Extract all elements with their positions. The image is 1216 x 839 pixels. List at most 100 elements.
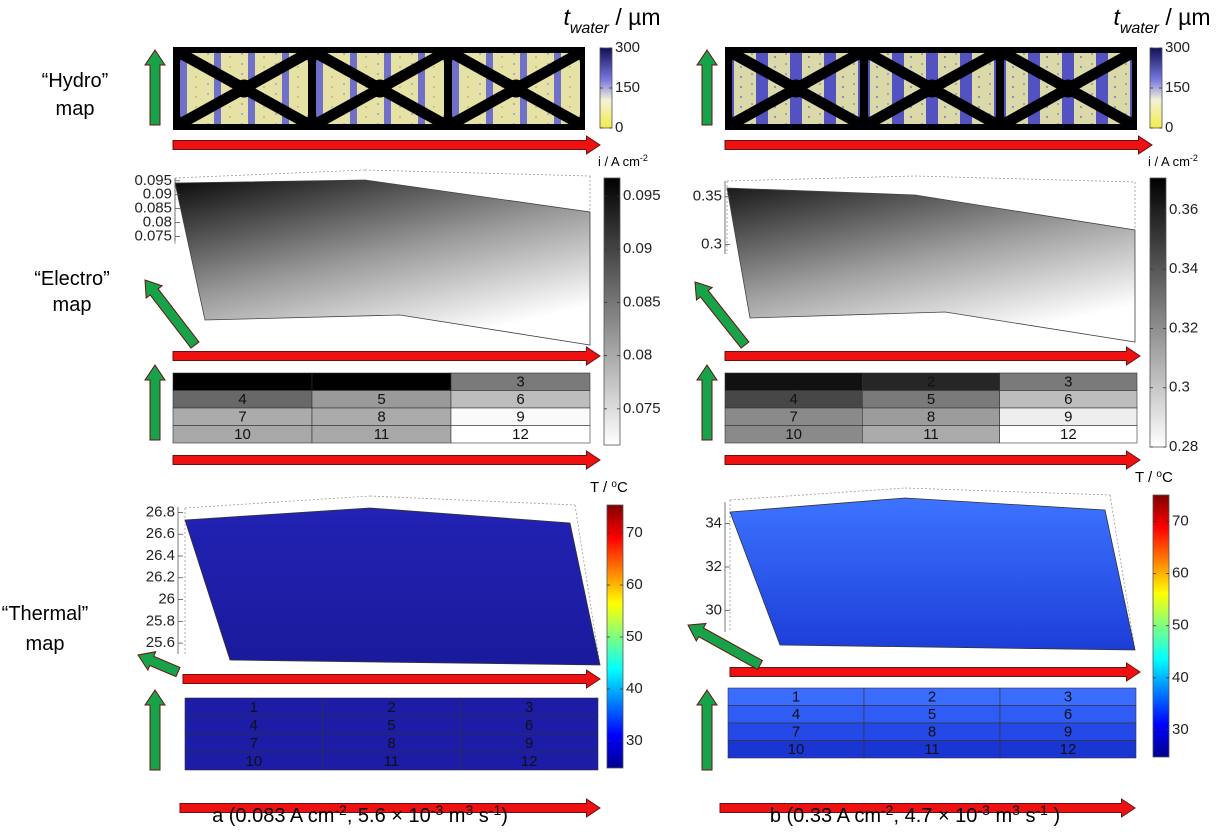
box-line	[185, 496, 370, 508]
thermal-grid-label: 3	[525, 699, 533, 716]
thermal-colorbar	[607, 505, 623, 768]
panel-caption-part: m	[443, 805, 465, 827]
box-line	[905, 488, 1110, 495]
thermal-colorbar-title-part: T /	[590, 479, 611, 496]
electro-grid-label: 7	[238, 409, 246, 426]
thermal-grid-label: 1	[250, 699, 258, 716]
electro-grid-label: 12	[1060, 426, 1077, 443]
electro-grid-label: 2	[927, 374, 935, 391]
hydro-colorbar-title: twater / µm	[1113, 4, 1210, 37]
panel-caption-part: , 5.6 × 10	[347, 805, 431, 827]
box-line	[365, 170, 590, 176]
colorbar-tick-label: 0.09	[623, 240, 652, 257]
electro-colorbar	[604, 178, 620, 445]
hydro-node	[507, 80, 525, 98]
electro-grid-label: 9	[516, 409, 524, 426]
electro-surface	[727, 188, 1135, 342]
thermal-grid-label: 11	[384, 753, 400, 770]
electro-colorbar-title: i / A cm-2	[598, 153, 648, 169]
hydro-colorbar-title-part: / µm	[609, 4, 661, 30]
electro-grid-label: 3	[516, 374, 524, 391]
electro-grid-label: 4	[789, 391, 797, 408]
thermal-colorbar-title-part: C	[1162, 469, 1173, 486]
arrow	[697, 365, 717, 440]
colorbar-tick-label: 50	[1172, 617, 1189, 634]
hydro-colorbar-title: twater / µm	[563, 4, 660, 37]
electro-colorbar	[1150, 178, 1166, 447]
panel-caption-part: s	[1020, 805, 1036, 827]
electro-grid-label: 5	[927, 391, 935, 408]
electro-colorbar-title-part: -2	[1190, 153, 1198, 163]
arrow	[173, 451, 600, 469]
colorbar-tick-label: 0.34	[1169, 260, 1198, 277]
box-line	[175, 170, 365, 178]
arrow	[725, 451, 1140, 469]
colorbar-tick-label: 70	[626, 524, 643, 541]
panel-caption-part: -3	[431, 802, 444, 818]
thermal-grid-label: 10	[788, 741, 805, 758]
arrow	[697, 690, 717, 770]
panel-caption-part: m	[990, 805, 1012, 827]
colorbar-tick-label: 150	[1165, 79, 1190, 96]
electro-grid-label: 4	[238, 391, 246, 408]
electro-colorbar-title-part: i / A cm	[1148, 154, 1190, 169]
figure: “Hydro”map“Electro”map“Thermal”map015030…	[0, 0, 1216, 839]
electro-colorbar-title-part: i / A cm	[598, 154, 640, 169]
thermal-grid-label: 1	[792, 689, 800, 706]
electro-grid-label: 10	[785, 426, 802, 443]
surface-tick-label: 26.2	[146, 569, 175, 586]
arrow	[173, 136, 600, 154]
colorbar-tick-label: 0.28	[1169, 438, 1198, 455]
surface-tick-label: 34	[705, 515, 722, 532]
arrow	[145, 50, 165, 125]
electro-grid-label: 10	[234, 426, 251, 443]
thermal-surface	[185, 508, 600, 665]
row-label: map	[26, 633, 65, 655]
electro-grid-label: 12	[512, 426, 529, 443]
thermal-grid-label: 12	[521, 753, 538, 770]
surface-tick-label: 26.8	[146, 503, 175, 520]
colorbar-tick-label: 0	[615, 119, 623, 136]
colorbar-tick-label: 0	[1165, 119, 1173, 136]
thermal-grid-label: 6	[1064, 706, 1072, 723]
thermal-grid-label: 9	[1064, 724, 1072, 741]
colorbar-tick-label: 50	[626, 628, 643, 645]
electro-grid-label: 5	[377, 391, 385, 408]
colorbar-tick-label: 60	[626, 576, 643, 593]
arrow	[145, 365, 165, 440]
panel-caption-part: )	[1048, 805, 1060, 827]
colorbar-tick-label: 150	[615, 79, 640, 96]
thermal-colorbar-title: T / oC	[1135, 469, 1173, 486]
electro-grid-label: 1	[789, 374, 797, 391]
panel-caption-part: , 4.7 × 10	[893, 805, 977, 827]
colorbar-tick-label: 40	[626, 680, 643, 697]
colorbar-tick-label: 0.095	[623, 187, 661, 204]
row-label: “Electro”	[34, 268, 110, 290]
surface-tick-label: 0.095	[134, 172, 172, 189]
thermal-surface	[730, 498, 1135, 650]
row-label: “Hydro”	[42, 70, 109, 92]
row-label: “Thermal”	[2, 603, 89, 625]
electro-colorbar-title: i / A cm-2	[1148, 153, 1198, 169]
box-line	[915, 176, 1135, 182]
panel-caption-part: )	[501, 805, 508, 827]
box-line	[370, 496, 575, 505]
thermal-grid-label: 10	[245, 753, 262, 770]
thermal-grid-label: 3	[1064, 689, 1072, 706]
thermal-grid-label: 8	[387, 735, 395, 752]
arrow	[138, 652, 180, 677]
colorbar-tick-label: 300	[615, 39, 640, 56]
colorbar-tick-label: 0.075	[623, 400, 661, 417]
surface-tick-label: 0.3	[701, 235, 722, 252]
electro-grid-label: 8	[927, 409, 935, 426]
surface-tick-label: 25.6	[146, 634, 175, 651]
page: “Hydro”map“Electro”map“Thermal”map015030…	[0, 0, 1216, 839]
electro-grid-label: 8	[377, 409, 385, 426]
arrow	[725, 136, 1152, 154]
thermal-grid-label: 5	[928, 706, 936, 723]
box-line	[727, 176, 915, 181]
thermal-grid-label: 6	[525, 717, 533, 734]
surface-tick-label: 26.6	[146, 525, 175, 542]
arrow	[173, 347, 600, 365]
thermal-colorbar-title-part: T /	[1135, 469, 1156, 486]
